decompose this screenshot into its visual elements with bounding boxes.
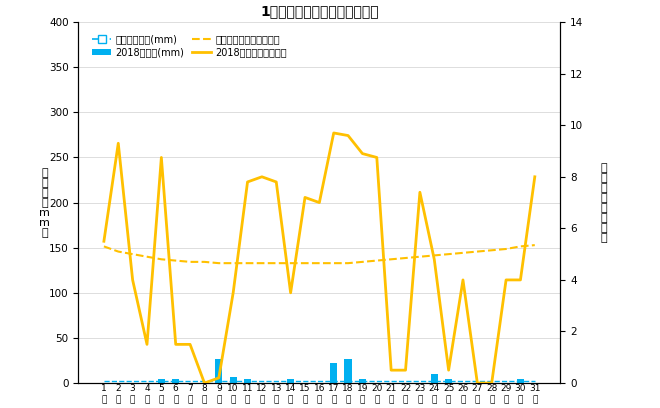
Bar	[172, 379, 180, 383]
Bar	[230, 377, 237, 383]
Y-axis label: 降
水
量
（
m
m
）: 降 水 量 （ m m ）	[39, 168, 50, 237]
Bar	[359, 379, 366, 383]
Bar	[330, 363, 337, 383]
Bar	[158, 379, 165, 383]
Bar	[445, 379, 452, 383]
Legend: 降水量平年値(mm), 2018降水量(mm), 日照時間平年値（時間）, 2018日照時間（時間）: 降水量平年値(mm), 2018降水量(mm), 日照時間平年値（時間）, 20…	[88, 31, 291, 61]
Bar	[345, 359, 352, 383]
Bar	[431, 374, 438, 383]
Bar	[215, 359, 222, 383]
Bar	[244, 379, 251, 383]
Y-axis label: 日
照
時
間
（
時
間
）: 日 照 時 間 （ 時 間 ）	[601, 162, 607, 243]
Title: 1月降水量・日照時間（日別）: 1月降水量・日照時間（日別）	[260, 4, 379, 18]
Bar	[287, 379, 294, 383]
Bar	[517, 379, 524, 383]
